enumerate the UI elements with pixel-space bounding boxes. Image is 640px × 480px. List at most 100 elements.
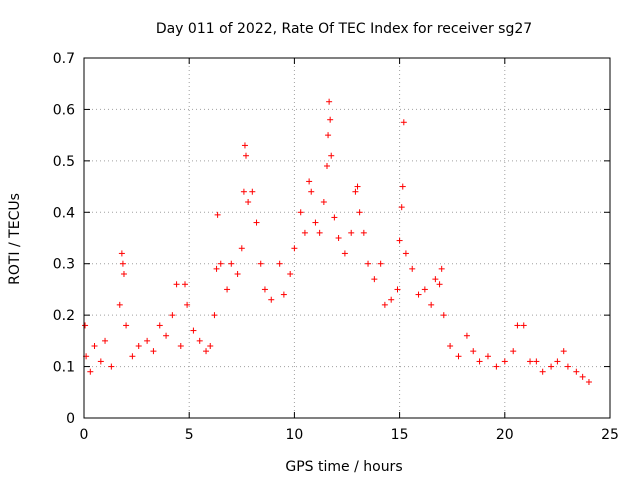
data-point <box>240 188 247 195</box>
y-tick-label: 0.7 <box>53 51 75 67</box>
data-point <box>177 343 184 349</box>
data-point <box>377 260 384 267</box>
data-point <box>356 209 363 216</box>
x-tick-label: 25 <box>601 427 619 443</box>
data-point <box>341 250 348 257</box>
x-tick-label: 0 <box>80 427 89 443</box>
data-point <box>548 363 555 370</box>
x-axis-label: GPS time / hours <box>285 459 402 475</box>
data-point <box>399 183 406 190</box>
data-point <box>291 245 298 252</box>
data-point <box>348 229 355 236</box>
data-point <box>108 363 115 370</box>
data-point <box>352 188 359 195</box>
data-point <box>308 188 315 195</box>
data-point <box>213 265 220 272</box>
data-point <box>241 142 248 149</box>
data-point <box>501 358 508 365</box>
data-point <box>436 281 443 288</box>
data-point <box>245 199 252 205</box>
data-point <box>224 286 231 293</box>
data-point <box>312 219 319 226</box>
data-point <box>301 229 308 236</box>
data-point <box>249 188 256 195</box>
y-tick-label: 0 <box>66 411 75 427</box>
x-tick-label: 15 <box>391 427 409 443</box>
data-point <box>82 322 89 329</box>
data-point <box>243 152 250 159</box>
data-point <box>396 237 403 244</box>
data-point <box>135 343 142 349</box>
chart-title: Day 011 of 2022, Rate Of TEC Index for r… <box>156 21 532 37</box>
data-point <box>402 250 409 257</box>
data-point <box>455 353 462 360</box>
data-point <box>440 312 447 319</box>
data-point <box>123 322 130 329</box>
data-point <box>91 343 98 349</box>
y-tick-label: 0.1 <box>53 360 75 376</box>
data-point <box>533 358 540 365</box>
data-point <box>144 337 151 344</box>
plot-frame <box>83 57 611 419</box>
data-point <box>554 358 561 365</box>
data-point <box>118 250 125 257</box>
data-point <box>120 271 127 277</box>
data-point <box>400 119 407 126</box>
y-tick-label: 0.5 <box>53 154 75 170</box>
data-point <box>276 260 283 267</box>
data-point <box>211 312 218 319</box>
data-point <box>514 322 521 329</box>
data-point <box>234 271 241 277</box>
data-point <box>320 199 327 205</box>
data-point <box>268 296 275 303</box>
data-point <box>573 368 580 375</box>
data-point <box>116 301 123 308</box>
data-point <box>203 348 210 355</box>
data-point <box>238 245 245 252</box>
y-axis-label: ROTI / TECUs <box>7 193 23 285</box>
data-point <box>579 373 586 380</box>
data-point <box>326 98 333 105</box>
data-point <box>476 358 483 365</box>
data-point <box>228 260 235 267</box>
data-point <box>102 337 109 344</box>
data-point <box>360 229 367 236</box>
data-point <box>253 219 260 226</box>
data-point <box>306 178 313 185</box>
data-point <box>428 301 435 308</box>
data-point <box>409 265 416 272</box>
data-point <box>564 363 571 370</box>
data-point <box>432 276 439 283</box>
data-point <box>184 301 191 308</box>
y-tick-label: 0.3 <box>53 257 75 273</box>
data-point <box>394 286 401 293</box>
data-point <box>510 348 517 355</box>
data-point <box>327 116 334 123</box>
data-point <box>129 353 136 360</box>
axis-ticks: 0 5 10 15 20 25 0 0.1 0.2 0.3 0.4 0.5 0.6 0.7 <box>53 51 619 443</box>
data-point <box>539 368 546 375</box>
data-point <box>297 209 304 216</box>
data-point <box>527 358 534 365</box>
data-point <box>156 322 163 329</box>
data-point <box>261 286 268 293</box>
data-point <box>421 286 428 293</box>
data-point <box>169 312 176 319</box>
grid <box>84 58 610 418</box>
data-point <box>217 260 224 267</box>
data-point <box>119 260 126 267</box>
data-point <box>324 163 331 169</box>
data-point <box>207 343 214 349</box>
data-point <box>173 281 180 288</box>
y-tick-label: 0.2 <box>53 308 75 324</box>
data-point <box>388 296 395 303</box>
data-point <box>257 260 264 267</box>
data-point <box>190 327 197 334</box>
data-point <box>316 229 323 236</box>
data-point <box>447 343 454 349</box>
data-point <box>493 363 500 370</box>
data-point <box>415 291 422 298</box>
data-point <box>97 358 104 365</box>
data-point <box>163 332 170 339</box>
